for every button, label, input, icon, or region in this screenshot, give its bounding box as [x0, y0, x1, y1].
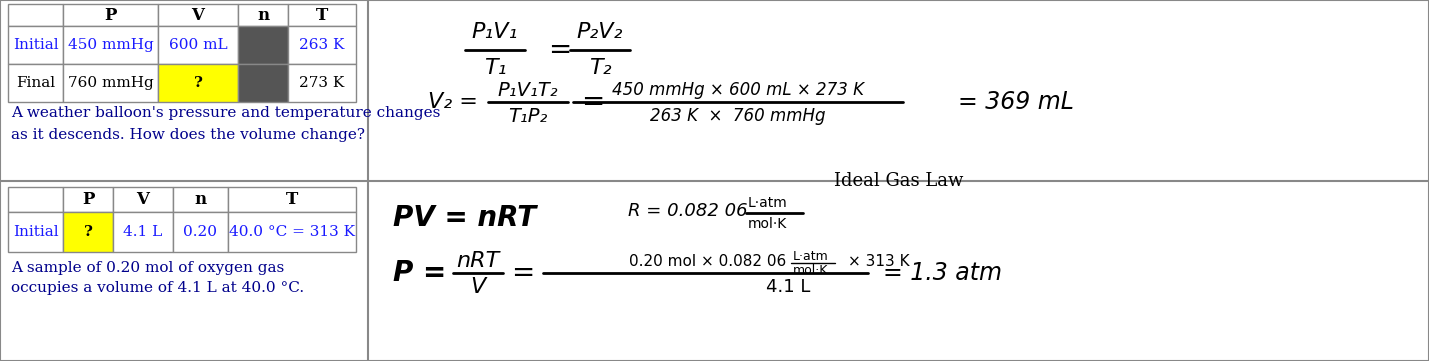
Bar — [159, 64, 239, 102]
Bar — [63, 212, 113, 252]
Bar — [289, 26, 356, 64]
Bar — [9, 4, 63, 26]
Text: occupies a volume of 4.1 L at 40.0 °C.: occupies a volume of 4.1 L at 40.0 °C. — [11, 281, 304, 295]
Text: R = 0.082 06: R = 0.082 06 — [627, 202, 747, 220]
Text: ?: ? — [83, 225, 93, 239]
Bar — [173, 187, 229, 212]
Text: A weather balloon's pressure and temperature changes: A weather balloon's pressure and tempera… — [11, 106, 440, 120]
Text: Initial: Initial — [13, 38, 59, 52]
Text: P₁V₁: P₁V₁ — [472, 22, 519, 42]
Text: P =: P = — [393, 259, 446, 287]
Text: 760 mmHg: 760 mmHg — [67, 76, 153, 90]
Text: ?: ? — [193, 76, 203, 90]
Bar — [63, 26, 159, 64]
Text: V: V — [470, 277, 486, 297]
Bar — [63, 4, 159, 26]
Text: 263 K  ×  760 mmHg: 263 K × 760 mmHg — [650, 107, 826, 125]
Bar — [159, 26, 239, 64]
Text: 450 mmHg: 450 mmHg — [67, 38, 153, 52]
Text: 600 mL: 600 mL — [169, 38, 227, 52]
Text: = 369 mL: = 369 mL — [957, 90, 1073, 114]
Text: P: P — [104, 6, 117, 23]
Bar — [159, 4, 239, 26]
Bar — [239, 4, 289, 26]
Text: Final: Final — [16, 76, 56, 90]
Bar — [63, 64, 159, 102]
Bar — [113, 187, 173, 212]
Text: n: n — [257, 6, 269, 23]
Text: T₂: T₂ — [589, 58, 612, 78]
Bar — [63, 187, 113, 212]
Text: 273 K: 273 K — [299, 76, 344, 90]
Bar — [9, 187, 63, 212]
Text: as it descends. How does the volume change?: as it descends. How does the volume chan… — [11, 128, 364, 142]
Text: n: n — [194, 191, 207, 208]
Text: T: T — [286, 191, 299, 208]
Text: V: V — [137, 191, 150, 208]
Text: T₁P₂: T₁P₂ — [509, 106, 547, 126]
Bar — [289, 64, 356, 102]
Text: PV = nRT: PV = nRT — [393, 204, 536, 232]
Text: = 1.3 atm: = 1.3 atm — [883, 261, 1002, 285]
Text: mol·K: mol·K — [747, 217, 787, 231]
Text: V₂ =: V₂ = — [429, 92, 477, 112]
Text: =: = — [512, 259, 534, 287]
Bar — [239, 64, 289, 102]
Text: nRT: nRT — [456, 251, 500, 271]
Text: × 313 K: × 313 K — [847, 253, 910, 269]
Text: 0.20 mol × 0.082 06: 0.20 mol × 0.082 06 — [629, 253, 786, 269]
Text: T₁: T₁ — [484, 58, 506, 78]
Text: Initial: Initial — [13, 225, 59, 239]
Text: mol·K: mol·K — [793, 265, 829, 278]
Text: 263 K: 263 K — [299, 38, 344, 52]
Text: L·atm: L·atm — [747, 196, 787, 210]
Bar — [229, 212, 356, 252]
Text: L·atm: L·atm — [793, 249, 829, 262]
Text: T: T — [316, 6, 329, 23]
Text: A sample of 0.20 mol of oxygen gas: A sample of 0.20 mol of oxygen gas — [11, 261, 284, 275]
Text: 4.1 L: 4.1 L — [123, 225, 163, 239]
Text: 0.20: 0.20 — [183, 225, 217, 239]
Text: =: = — [549, 36, 572, 64]
Text: P₂V₂: P₂V₂ — [577, 22, 623, 42]
Text: P₁V₁T₂: P₁V₁T₂ — [497, 81, 559, 100]
Bar — [9, 212, 63, 252]
Text: 40.0 °C = 313 K: 40.0 °C = 313 K — [229, 225, 354, 239]
Bar — [289, 4, 356, 26]
Text: P: P — [81, 191, 94, 208]
Bar — [229, 187, 356, 212]
Bar — [113, 212, 173, 252]
Text: =: = — [582, 88, 604, 116]
Text: 4.1 L: 4.1 L — [766, 278, 810, 296]
Bar — [173, 212, 229, 252]
Bar — [9, 64, 63, 102]
Text: Ideal Gas Law: Ideal Gas Law — [833, 173, 963, 191]
Text: V: V — [191, 6, 204, 23]
Bar — [9, 26, 63, 64]
Bar — [239, 26, 289, 64]
Text: 450 mmHg × 600 mL × 273 K: 450 mmHg × 600 mL × 273 K — [612, 81, 865, 99]
